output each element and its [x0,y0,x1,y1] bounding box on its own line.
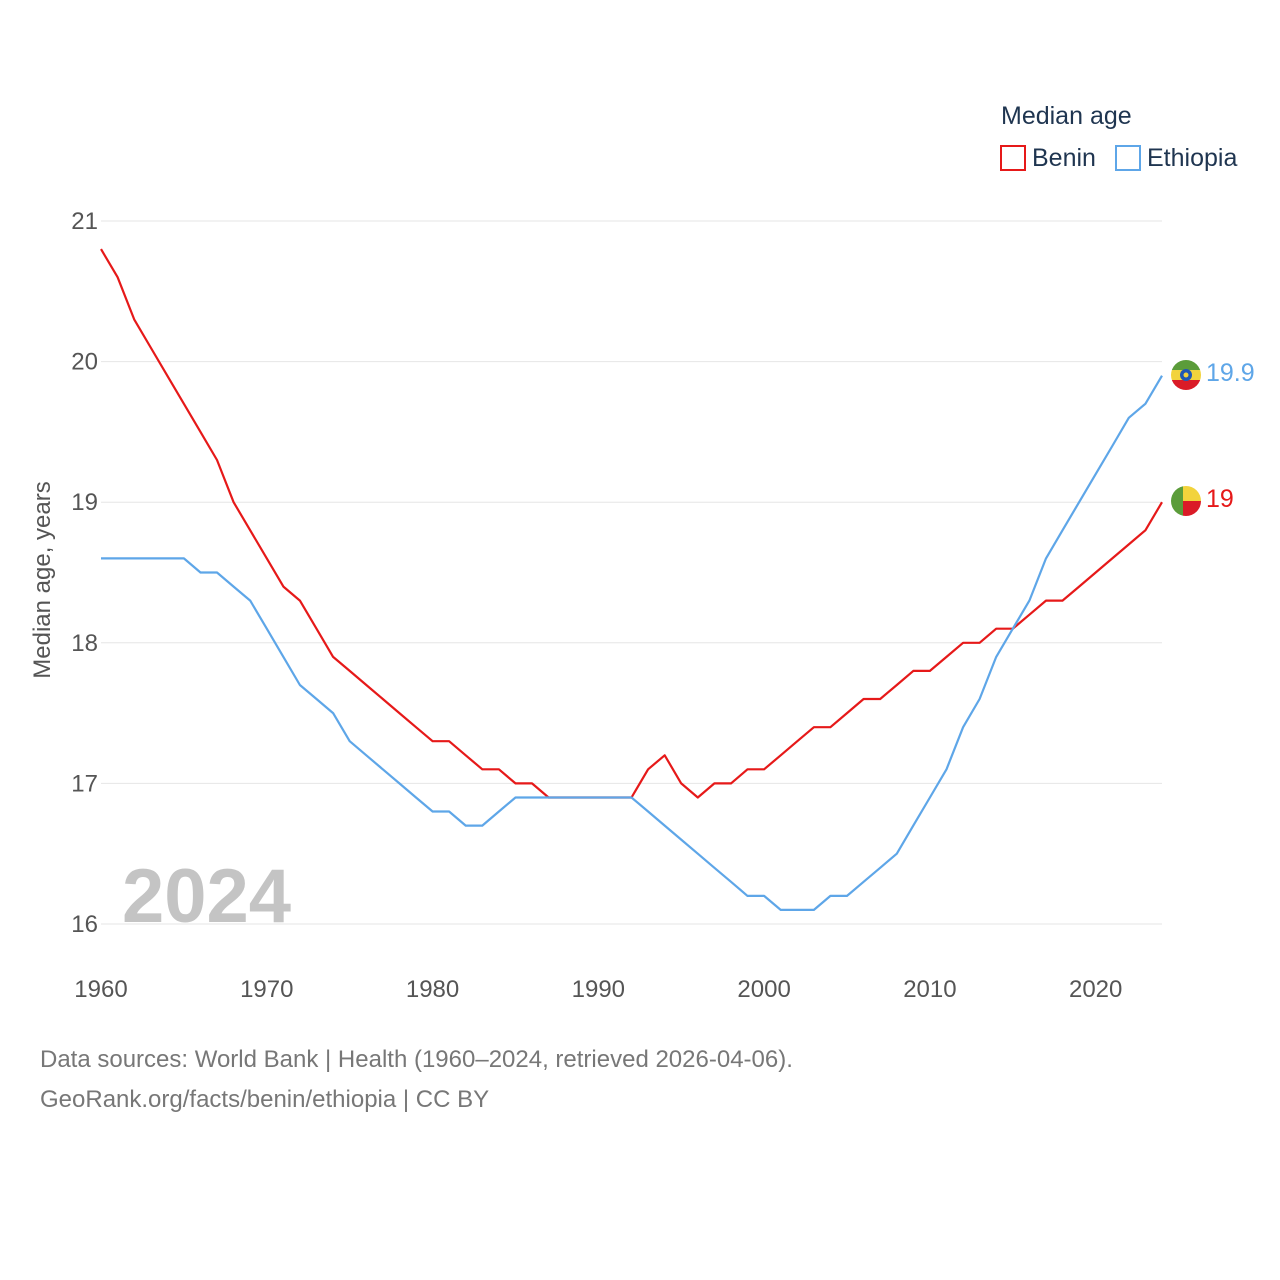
ethiopia-end-label: 19.9 [1206,359,1255,387]
x-tick-label: 1990 [572,976,625,1003]
y-tick-label: 17 [71,770,98,797]
x-tick-label: 1960 [74,976,127,1003]
x-tick-label: 2020 [1069,976,1122,1003]
legend-label-ethiopia: Ethiopia [1147,144,1237,172]
legend: Median age Benin Ethiopia [1000,102,1237,172]
series-lines [100,248,1163,912]
x-tick-label: 1970 [240,976,293,1003]
data-sources-text: Data sources: World Bank | Health (1960–… [40,1046,793,1073]
ethiopia-flag-icon [1171,360,1201,390]
x-tick-label: 1980 [406,976,459,1003]
series-line-benin[interactable] [100,248,1163,799]
x-axis-ticks: 1960 1970 1980 1990 2000 2010 2020 [74,976,1122,1003]
y-tick-label: 16 [71,911,98,938]
legend-item-benin[interactable]: Benin [1000,144,1096,172]
grid-lines [101,220,1162,925]
y-tick-label: 18 [71,630,98,657]
y-axis-title: Median age, years [29,481,56,678]
year-watermark: 2024 [122,854,291,939]
legend-swatch-benin [1000,145,1026,171]
legend-swatch-ethiopia [1115,145,1141,171]
legend-item-ethiopia[interactable]: Ethiopia [1115,144,1237,172]
y-tick-label: 21 [71,208,98,235]
legend-label-benin: Benin [1032,144,1096,172]
benin-end-label: 19 [1206,485,1234,513]
y-axis-ticks: 16 17 18 19 20 21 [71,208,98,938]
x-tick-label: 2010 [903,976,956,1003]
source-link[interactable]: GeoRank.org/facts/benin/ethiopia | CC BY [40,1086,490,1113]
footer: Data sources: World Bank | Health (1960–… [40,1040,793,1120]
y-tick-label: 19 [71,489,98,516]
series-line-ethiopia[interactable] [101,375,1163,912]
legend-title: Median age [1001,102,1132,130]
x-tick-label: 2000 [737,976,790,1003]
benin-flag-icon [1171,486,1201,516]
y-tick-label: 20 [71,349,98,376]
